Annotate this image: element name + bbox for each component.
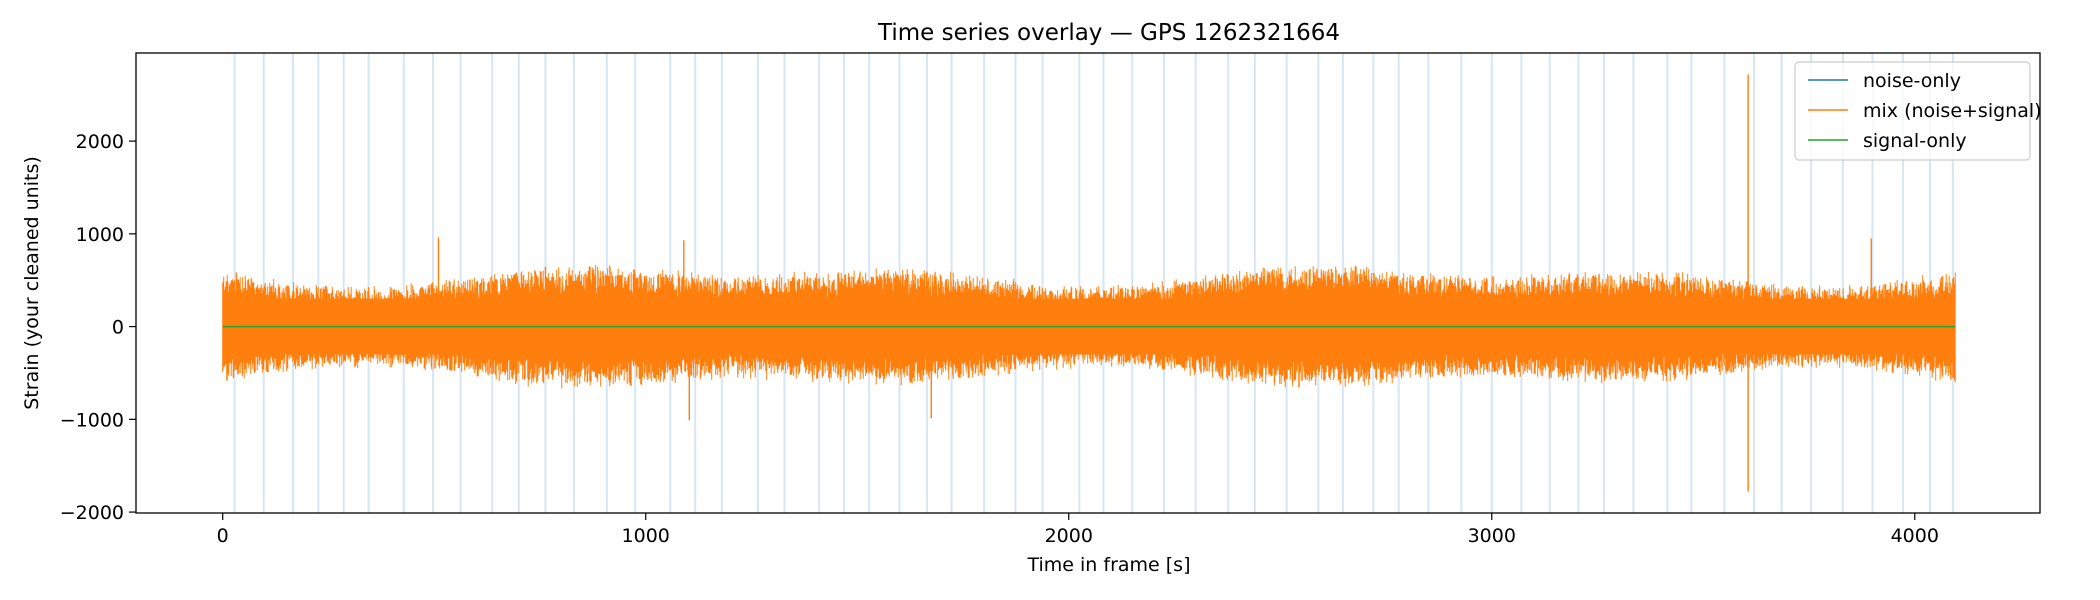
- x-tick-label: 4000: [1891, 525, 1939, 547]
- x-tick-label: 2000: [1045, 525, 1093, 547]
- y-tick-label: −2000: [60, 502, 124, 524]
- y-tick-label: 1000: [76, 224, 124, 246]
- y-axis-ticks: −2000 −1000 0 1000 2000: [60, 131, 136, 524]
- y-tick-label: 0: [112, 317, 124, 339]
- x-axis-label: Time in frame [s]: [1026, 554, 1190, 576]
- legend-label-noise-only: noise-only: [1863, 70, 1961, 92]
- y-tick-label: 2000: [76, 131, 124, 153]
- legend-box: [1794, 61, 2031, 161]
- legend-label-mix: mix (noise+signal): [1863, 100, 2042, 122]
- legend[interactable]: noise-only mix (noise+signal) signal-onl…: [1794, 61, 2042, 161]
- x-tick-label: 1000: [622, 525, 670, 547]
- y-tick-label: −1000: [60, 409, 124, 431]
- plot-frame: [135, 52, 2041, 514]
- x-tick-label: 0: [217, 525, 229, 547]
- y-axis-label: Strain (your cleaned units): [21, 156, 43, 410]
- x-tick-label: 3000: [1468, 525, 1516, 547]
- chart-title: Time series overlay — GPS 1262321664: [877, 20, 1340, 46]
- legend-label-signal-only: signal-only: [1863, 130, 1967, 152]
- x-axis-ticks: 0 1000 2000 3000 4000: [217, 513, 1939, 547]
